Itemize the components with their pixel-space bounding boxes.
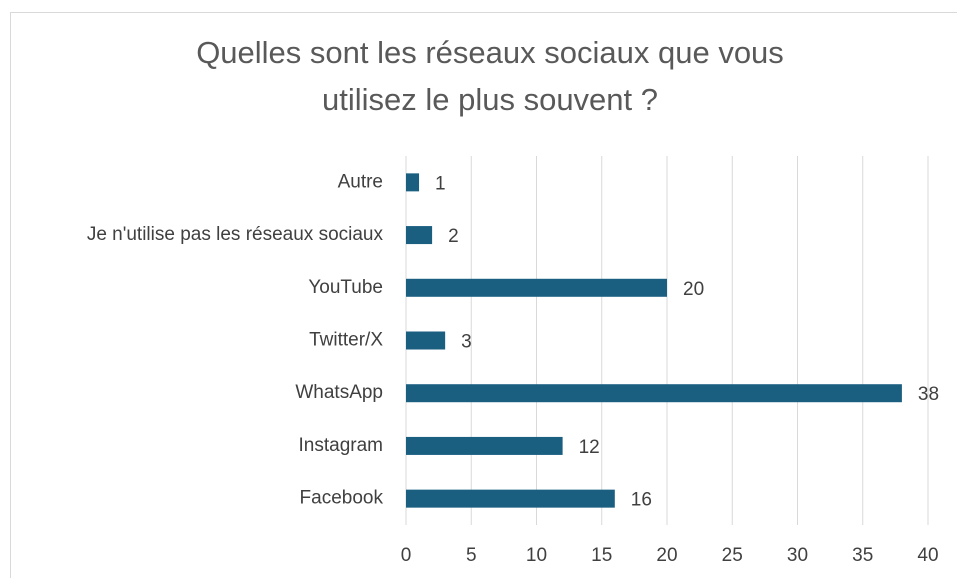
bar — [406, 436, 563, 455]
y-tick-label: Twitter/X — [309, 330, 383, 351]
y-tick-label: Facebook — [300, 488, 384, 509]
bar — [406, 489, 615, 508]
x-tick-label: 20 — [656, 545, 677, 566]
data-label: 12 — [579, 437, 600, 458]
bar — [406, 278, 667, 297]
x-tick-label: 15 — [591, 545, 612, 566]
y-tick-label: WhatsApp — [295, 382, 383, 403]
x-tick-label: 10 — [526, 545, 547, 566]
data-label: 1 — [435, 173, 446, 194]
bar — [406, 173, 420, 192]
data-label: 20 — [683, 279, 704, 300]
x-tick-label: 25 — [722, 545, 743, 566]
data-label: 2 — [448, 226, 459, 247]
y-tick-label: Je n'utilise pas les réseaux sociaux — [87, 224, 384, 245]
data-label: 3 — [461, 332, 472, 353]
chart-title: Quelles sont les réseaux sociaux que vou… — [196, 35, 784, 70]
data-label: 16 — [631, 490, 652, 511]
y-tick-label: Autre — [338, 171, 383, 192]
y-tick-label: Instagram — [299, 435, 383, 456]
y-tick-label: YouTube — [308, 277, 383, 298]
data-label: 38 — [918, 384, 939, 405]
x-tick-label: 35 — [852, 545, 873, 566]
x-tick-label: 40 — [917, 545, 938, 566]
bar — [406, 226, 433, 245]
x-tick-label: 0 — [401, 545, 412, 566]
x-tick-label: 30 — [787, 545, 808, 566]
bar — [406, 331, 446, 350]
x-tick-label: 5 — [466, 545, 477, 566]
chart-title: utilisez le plus souvent ? — [322, 82, 658, 117]
bar — [406, 384, 902, 403]
